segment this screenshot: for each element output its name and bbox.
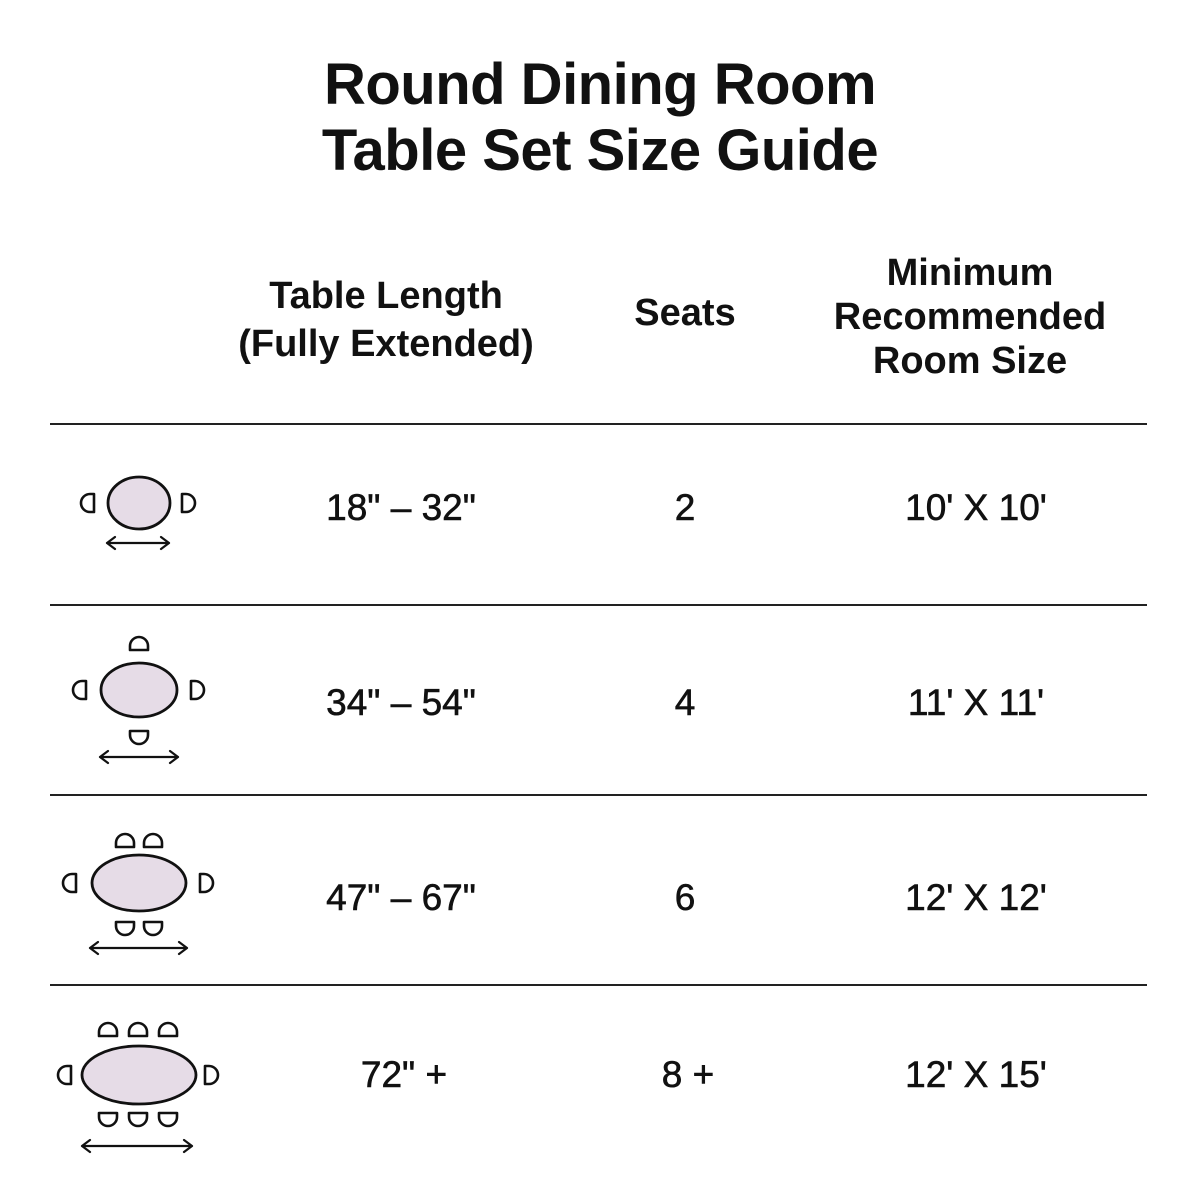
chair-icon (97, 1021, 119, 1038)
header-room-size: Minimum Recommended Room Size (833, 252, 1107, 382)
seats-cell: 2 (674, 487, 696, 529)
chair-icon (128, 729, 150, 746)
room-size-cell: 12' X 15' (905, 1054, 1047, 1096)
divider (50, 604, 1147, 606)
length-cell: 18" – 32" (326, 487, 476, 529)
length-cell: 34" – 54" (326, 682, 476, 724)
room-size-cell: 11' X 11' (907, 682, 1045, 724)
double-arrow-icon (105, 535, 171, 551)
chair-icon (61, 872, 78, 894)
chair-icon (198, 872, 215, 894)
divider (50, 794, 1147, 796)
chair-icon (71, 679, 88, 701)
room-size-cell: 12' X 12' (905, 877, 1047, 919)
chair-icon (180, 492, 197, 514)
chair-icon (97, 1111, 119, 1128)
chair-icon (114, 920, 136, 937)
chair-icon (56, 1064, 73, 1086)
chair-icon (127, 1021, 149, 1038)
chair-icon (189, 679, 206, 701)
divider (50, 423, 1147, 425)
round-table-icon (106, 475, 172, 531)
chair-icon (114, 832, 136, 849)
chair-icon (203, 1064, 220, 1086)
double-arrow-icon (80, 1138, 194, 1154)
header-seats: Seats (634, 292, 736, 334)
page-title: Round Dining Room Table Set Size Guide (321, 52, 879, 183)
header-table-length: Table Length (Fully Extended) (238, 275, 534, 365)
chair-icon (142, 920, 164, 937)
room-size-cell: 10' X 10' (905, 487, 1047, 529)
chair-icon (157, 1111, 179, 1128)
seats-cell: 6 (674, 877, 696, 919)
round-table-icon (80, 1044, 198, 1106)
double-arrow-icon (88, 940, 189, 956)
double-arrow-icon (98, 749, 180, 765)
round-table-icon (99, 661, 179, 719)
seats-cell: 4 (674, 682, 696, 724)
divider (50, 984, 1147, 986)
chair-icon (128, 635, 150, 652)
round-table-icon (90, 853, 188, 913)
chair-icon (142, 832, 164, 849)
seats-cell: 8 + (661, 1054, 715, 1096)
length-cell: 72" + (360, 1054, 448, 1096)
chair-icon (157, 1021, 179, 1038)
chair-icon (79, 492, 96, 514)
length-cell: 47" – 67" (326, 877, 476, 919)
chair-icon (127, 1111, 149, 1128)
